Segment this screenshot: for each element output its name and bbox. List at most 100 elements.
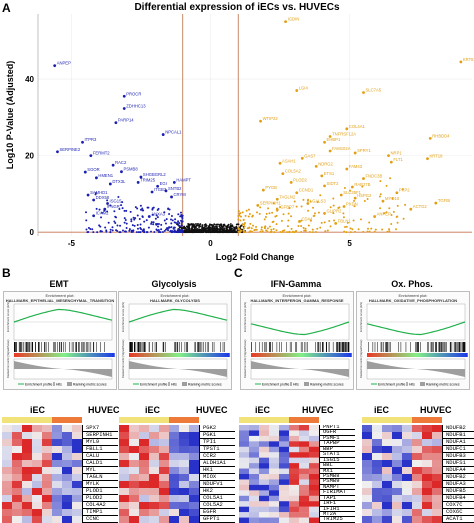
down-point xyxy=(177,220,180,223)
es-axis-label: Enrichment score (ES) xyxy=(121,302,125,332)
heatmap-cell xyxy=(119,481,130,489)
heatmap-cell xyxy=(22,488,33,496)
rank-gradient-cell xyxy=(164,353,167,357)
heatmap-cell xyxy=(149,460,160,468)
heatmap-cell xyxy=(139,446,150,454)
heatmap-cell xyxy=(309,430,319,437)
up-point xyxy=(238,212,241,215)
heatmap-cell xyxy=(279,495,290,502)
heatmap-cell xyxy=(159,488,170,496)
ns-point xyxy=(187,223,190,226)
heatmap-cell xyxy=(269,430,280,437)
heatmap-cell xyxy=(289,512,300,518)
gsea-plot-heading: Enrichment plot: xyxy=(398,293,428,298)
point-label: SERPINH1 xyxy=(260,200,282,205)
heatmap-cell xyxy=(279,430,290,437)
up-point xyxy=(307,224,310,227)
rank-gradient-cell xyxy=(26,353,30,357)
point-label: MYO10 xyxy=(385,196,400,201)
heatmap-cell xyxy=(279,517,290,523)
up-point xyxy=(361,185,364,188)
heatmap-cell xyxy=(72,446,82,454)
up-point xyxy=(326,229,329,232)
point-label: EHBP1 xyxy=(327,137,341,142)
up-point xyxy=(351,228,354,231)
heatmap-cell xyxy=(149,509,160,517)
heatmap-cell xyxy=(139,467,150,475)
rank-gradient-cell xyxy=(407,353,410,357)
heatmap-cell xyxy=(12,446,23,454)
heatmap-cell xyxy=(269,512,280,518)
heatmap-cell xyxy=(259,517,270,523)
enrichment-curve xyxy=(250,321,350,336)
heatmap-cell xyxy=(392,467,403,475)
point-label: NDRG2 xyxy=(318,161,333,166)
heatmap-cell xyxy=(422,467,433,475)
up-point xyxy=(386,230,389,233)
up-point xyxy=(266,227,269,230)
heatmap-cell xyxy=(279,474,290,480)
labeled-point xyxy=(314,164,318,168)
ns-point xyxy=(215,223,218,226)
rank-gradient-cell xyxy=(174,353,177,357)
rank-gradient-cell xyxy=(99,353,103,357)
heatmap-cell xyxy=(52,439,63,447)
heatmap-cell xyxy=(22,425,33,433)
rank-gradient-cell xyxy=(311,353,315,357)
gene-label: NDUFB1 xyxy=(443,432,474,439)
heatmap-cell xyxy=(279,479,290,486)
down-point xyxy=(105,229,108,232)
heatmap-cell xyxy=(392,502,403,510)
heatmap-cell xyxy=(382,432,393,440)
heatmap-cell xyxy=(412,467,423,475)
down-point xyxy=(157,228,160,231)
point-label: RAC2 xyxy=(115,160,127,165)
up-point xyxy=(261,230,264,233)
heatmap-cell xyxy=(12,453,23,461)
rank-gradient-cell xyxy=(326,353,330,357)
heatmap-cell xyxy=(42,488,53,496)
up-point xyxy=(359,218,362,221)
down-point xyxy=(159,231,162,234)
labeled-point xyxy=(170,195,173,199)
point-label: TNFRSF12A xyxy=(332,131,356,136)
ns-point xyxy=(222,231,225,233)
heatmap-cell xyxy=(32,481,43,489)
legend-es-label: Enrichment profile xyxy=(262,383,289,387)
heatmap-cell xyxy=(32,467,43,475)
point-label: SAMHD1 xyxy=(90,190,108,195)
labeled-point xyxy=(339,193,343,197)
gene-label: CALU xyxy=(83,453,118,460)
heatmap-cell xyxy=(179,432,190,440)
heatmap-cell xyxy=(72,460,82,468)
heatmap-cell xyxy=(249,441,260,447)
heatmap-cell xyxy=(372,481,383,489)
down-point xyxy=(156,216,159,219)
heatmap-cell xyxy=(412,488,423,496)
heatmap-cell xyxy=(432,509,442,517)
down-point xyxy=(125,222,128,225)
down-point xyxy=(150,222,153,225)
ns-point xyxy=(209,230,212,232)
labeled-point xyxy=(136,181,140,184)
gene-label: TAGLN xyxy=(83,474,118,481)
down-point xyxy=(181,220,184,223)
down-point xyxy=(143,231,146,234)
heatmap-cell xyxy=(402,439,413,447)
heatmap-cell xyxy=(392,509,403,517)
up-point xyxy=(328,220,331,223)
rank-gradient-cell xyxy=(94,353,98,357)
heatmap-ox-phos xyxy=(362,417,442,523)
labeled-point xyxy=(261,188,265,192)
down-point xyxy=(121,201,124,204)
down-point xyxy=(123,217,126,220)
rank-gradient-cell xyxy=(206,353,210,357)
gene-label: NDUFA3 xyxy=(443,481,474,488)
heatmap-cell xyxy=(119,453,130,461)
heatmap-cell xyxy=(412,453,423,461)
heatmap-cell xyxy=(392,446,403,454)
rank-gradient-cell xyxy=(209,353,213,357)
up-point xyxy=(241,211,244,214)
heatmap-cell xyxy=(119,509,130,517)
gene-label: EGFR xyxy=(200,509,235,516)
